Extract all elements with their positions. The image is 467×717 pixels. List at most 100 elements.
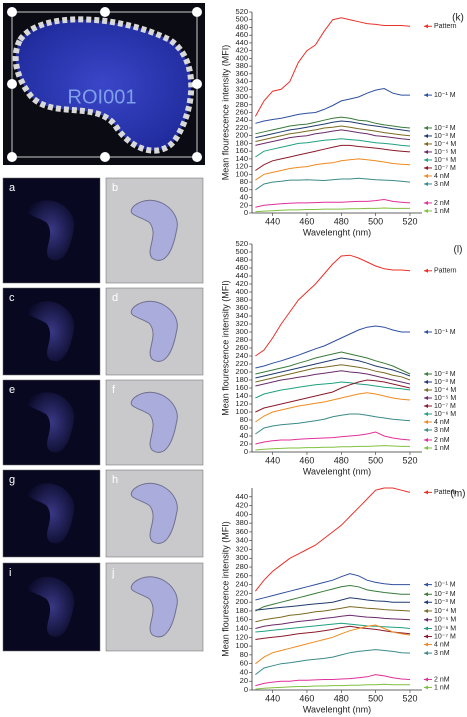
cell-shape — [130, 300, 178, 362]
legend-label: 10⁻⁷ M — [434, 165, 456, 172]
x-tick-label: 520 — [402, 693, 417, 703]
y-tick-label: 240 — [235, 351, 248, 360]
y-tick-label: 60 — [240, 423, 248, 432]
y-tick-label: 300 — [235, 553, 248, 562]
series-line — [255, 129, 411, 146]
roi-label: ROI001 — [68, 86, 137, 108]
legend-label: 10⁻² M — [434, 371, 456, 378]
panel-letter: j — [111, 567, 114, 579]
series-line — [255, 606, 411, 623]
y-tick-label: 280 — [235, 335, 248, 344]
legend-label: 10⁻² M — [434, 125, 456, 132]
legend-arrow — [424, 157, 428, 162]
legend-arrow — [424, 626, 428, 631]
y-axis-label: Mean flourescence intensity (MFI) — [220, 521, 230, 657]
x-tick-label: 500 — [368, 693, 383, 703]
legend-arrow — [424, 388, 428, 392]
series-line — [255, 125, 411, 142]
legend-label: 1 nM — [434, 445, 450, 452]
legend-label: 10⁻³ M — [434, 379, 456, 386]
legend-arrow — [424, 677, 428, 682]
y-tick-label: 240 — [235, 580, 248, 589]
cell-shape — [28, 200, 75, 261]
series-line — [255, 431, 411, 445]
series-line — [255, 138, 411, 158]
y-tick-label: 220 — [235, 359, 248, 368]
panel-label: (l) — [454, 245, 463, 256]
legend-arrow — [424, 634, 428, 639]
y-tick-label: 320 — [235, 84, 248, 93]
legend-arrow — [424, 642, 428, 647]
y-tick-label: 520 — [235, 7, 248, 16]
y-tick-label: 300 — [235, 327, 248, 336]
y-tick-label: 260 — [235, 107, 248, 116]
series-line — [255, 649, 411, 675]
legend-label: 10⁻⁴ M — [434, 387, 456, 394]
legend-label: 4 nM — [434, 173, 450, 180]
legend-label: 10⁻⁷ M — [434, 403, 456, 410]
y-tick-label: 360 — [235, 303, 248, 312]
x-tick-label: 500 — [368, 216, 383, 226]
series-line — [255, 158, 411, 181]
x-axis-label: Wavelenght (nm) — [303, 466, 371, 476]
x-tick-label: 460 — [299, 693, 314, 703]
series-line — [255, 177, 411, 191]
panel-letter: g — [9, 474, 15, 486]
legend-label: 10⁻⁶ M — [434, 157, 456, 164]
y-tick-label: 480 — [235, 22, 248, 31]
legend-label: 2 nM — [434, 200, 450, 207]
roi-image: ROI001 — [3, 3, 205, 165]
y-tick-label: 40 — [240, 667, 248, 676]
legend-label: 10⁻⁶ M — [434, 411, 456, 418]
legend-arrow — [424, 651, 428, 656]
y-tick-label: 220 — [235, 588, 248, 597]
legend-arrow — [424, 608, 428, 613]
y-tick-label: 80 — [240, 415, 248, 424]
legend-label: 3 nM — [434, 650, 450, 657]
legend-arrow — [424, 412, 428, 416]
y-tick-label: 80 — [240, 650, 248, 659]
series-line — [255, 87, 410, 124]
legend-label: 10⁻⁵ M — [434, 149, 456, 156]
y-tick-label: 340 — [235, 311, 248, 320]
y-tick-label: 280 — [235, 100, 248, 109]
x-tick-label: 460 — [299, 455, 314, 465]
series-line — [255, 379, 411, 413]
series-line — [255, 487, 411, 592]
series-line — [255, 116, 411, 135]
x-tick-label: 440 — [265, 216, 280, 226]
panel-letter: e — [9, 384, 15, 396]
series-line — [255, 584, 410, 612]
legend-arrow — [424, 141, 428, 146]
legend-arrow — [424, 490, 428, 495]
x-tick-label: 440 — [265, 455, 280, 465]
legend-arrow — [424, 582, 428, 587]
legend-arrow — [424, 372, 428, 376]
legend-label: 10⁻² M — [434, 591, 456, 598]
y-tick-label: 360 — [235, 69, 248, 78]
legend-label: 10⁻⁴ M — [434, 608, 456, 615]
series-line — [255, 597, 410, 611]
legend-arrow — [424, 404, 428, 408]
legend-label: 10⁻⁴ M — [434, 141, 456, 148]
cell-shape — [28, 392, 75, 453]
legend-arrow — [424, 330, 428, 334]
y-tick-label: 120 — [235, 632, 248, 641]
y-tick-label: 20 — [240, 676, 248, 685]
series-line — [255, 207, 410, 213]
panel-letter: f — [112, 384, 116, 396]
y-tick-label: 380 — [235, 295, 248, 304]
legend-arrow — [424, 428, 428, 432]
x-tick-label: 520 — [402, 216, 417, 226]
legend-label: Pattern — [434, 489, 457, 496]
series-line — [255, 120, 411, 139]
x-tick-label: 480 — [334, 693, 349, 703]
panel-letter: i — [9, 567, 11, 579]
cell-shape — [130, 576, 178, 638]
cell-shape — [28, 301, 75, 362]
y-tick-label: 460 — [235, 30, 248, 39]
legend-label: 10⁻¹ M — [434, 581, 456, 588]
legend-label: 1 nM — [434, 684, 450, 691]
legend-arrow — [424, 149, 428, 154]
y-tick-label: 120 — [235, 399, 248, 408]
